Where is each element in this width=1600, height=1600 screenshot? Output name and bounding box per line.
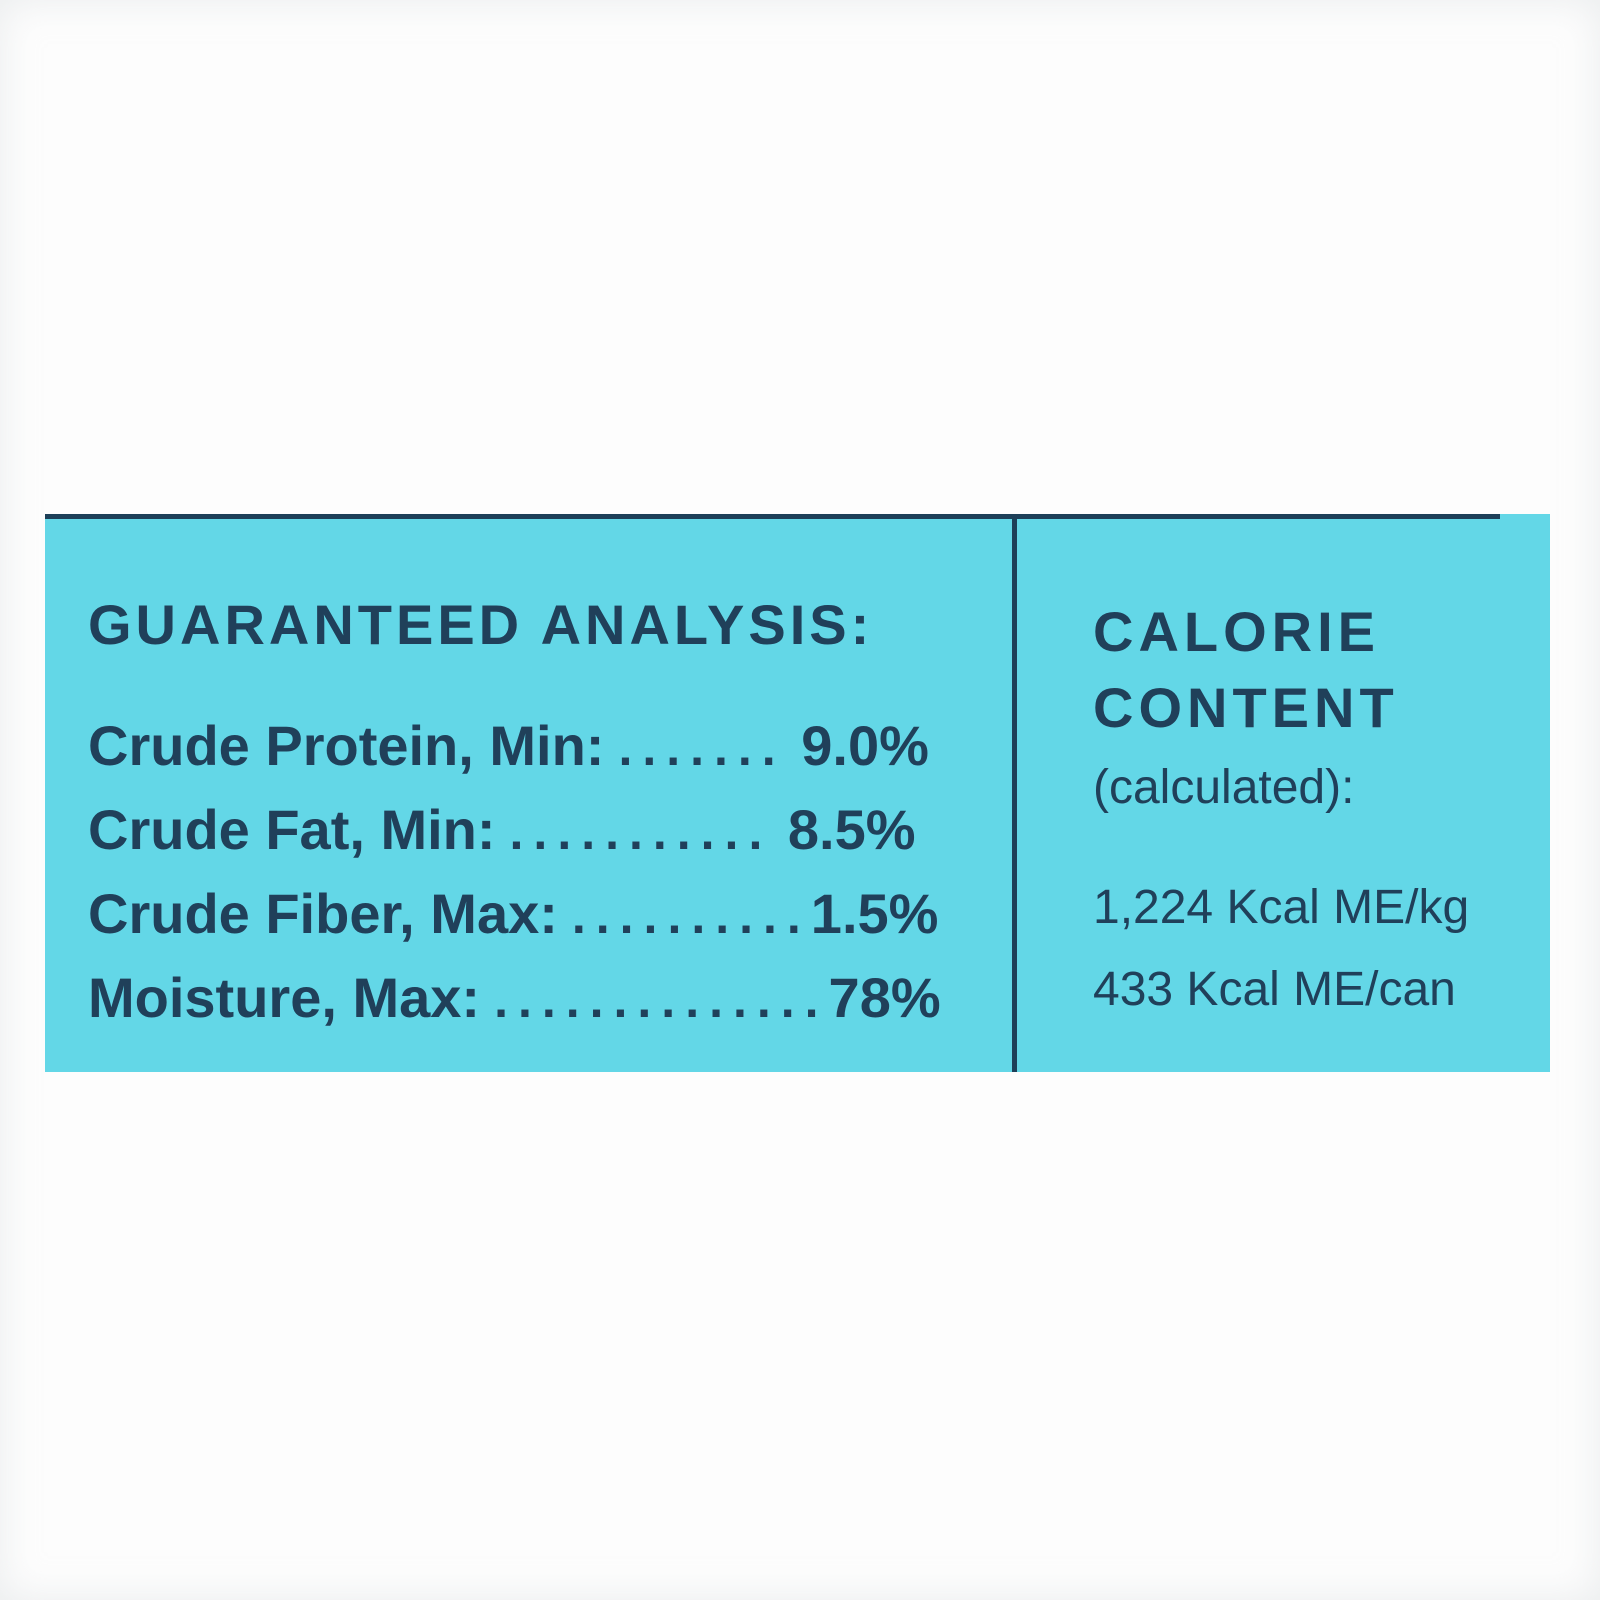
analysis-rows: Crude Protein, Min:....... 9.0% Crude Fa…	[88, 705, 968, 1041]
nutrient-label: Crude Protein, Min:	[88, 714, 605, 777]
guaranteed-analysis-title: GUARANTEED ANALYSIS:	[88, 593, 874, 656]
analysis-row-crude-protein: Crude Protein, Min:....... 9.0%	[88, 705, 968, 789]
guaranteed-analysis-section: GUARANTEED ANALYSIS: Crude Protein, Min:…	[88, 592, 968, 1041]
calorie-subtitle: (calculated):	[1093, 761, 1355, 814]
nutrient-label: Moisture, Max:	[88, 966, 481, 1029]
nutrient-value: 9.0%	[785, 714, 929, 777]
nutrient-label: Crude Fiber, Max:	[88, 882, 558, 945]
nutrient-value: 78%	[828, 966, 941, 1029]
calorie-values: 1,224 Kcal ME/kg 433 Kcal ME/can	[1093, 867, 1563, 1031]
nutrient-value: 8.5%	[772, 798, 916, 861]
column-divider	[1012, 514, 1017, 1072]
analysis-row-moisture: Moisture, Max: ..............78%	[88, 957, 968, 1041]
calorie-title-line2: CONTENT	[1093, 676, 1399, 739]
analysis-row-crude-fiber: Crude Fiber, Max: ..........1.5%	[88, 873, 968, 957]
nutrient-label: Crude Fat, Min:	[88, 798, 496, 861]
calorie-value-per-kg: 1,224 Kcal ME/kg	[1093, 881, 1470, 934]
calorie-content-section: CALORIE CONTENT (calculated): 1,224 Kcal…	[1093, 594, 1563, 1031]
nutrition-label-panel: GUARANTEED ANALYSIS: Crude Protein, Min:…	[45, 514, 1550, 1072]
leader-dots: ..............	[494, 972, 829, 1028]
leader-dots: ..........	[571, 888, 811, 944]
calorie-value-per-can: 433 Kcal ME/can	[1093, 963, 1456, 1016]
leader-dots: .......	[618, 720, 786, 776]
leader-dots: ...........	[509, 804, 773, 860]
label-top-border	[45, 514, 1500, 519]
calorie-title-line1: CALORIE	[1093, 600, 1380, 663]
nutrient-value: 1.5%	[810, 882, 939, 945]
analysis-row-crude-fat: Crude Fat, Min:........... 8.5%	[88, 789, 968, 873]
